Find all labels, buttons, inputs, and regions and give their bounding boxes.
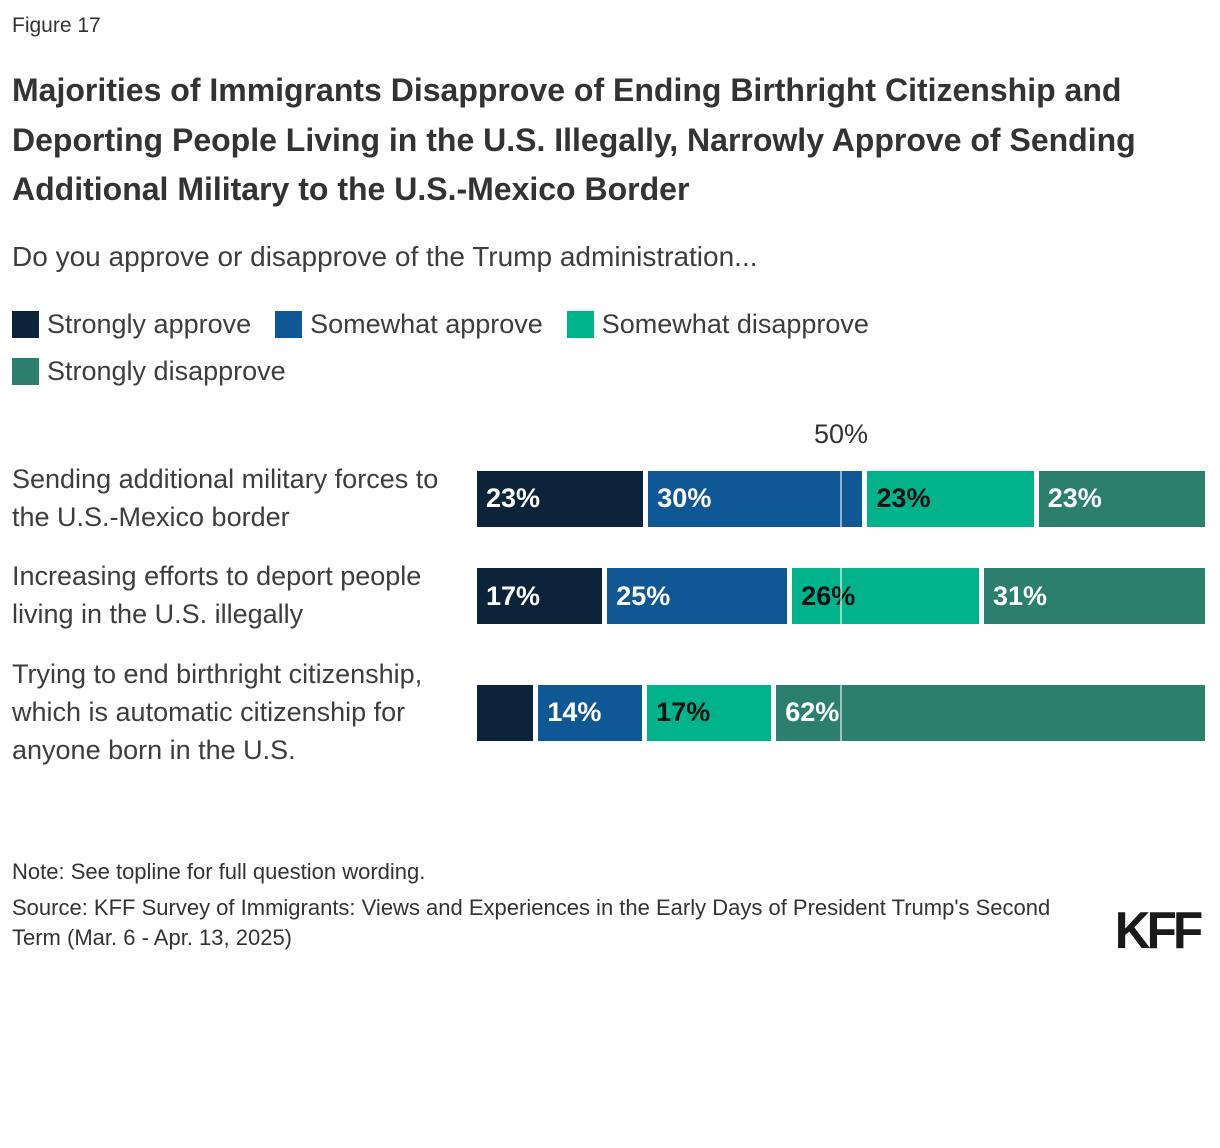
row-label: Increasing efforts to deport people livi…	[12, 561, 422, 630]
bar-value-label: 23%	[876, 483, 931, 514]
bar-segments: 17% 25% 26% 31%	[477, 568, 1205, 625]
bar-segment	[477, 684, 534, 741]
kff-logo: KFF	[1114, 901, 1203, 960]
row-bars: 17% 25% 26% 31%	[477, 568, 1205, 625]
bar-segment: 23%	[477, 470, 644, 527]
source-text: Source: KFF Survey of Immigrants: Views …	[12, 895, 1051, 951]
legend-label: Somewhat approve	[310, 308, 543, 339]
chart-subtitle: Do you approve or disapprove of the Trum…	[12, 240, 758, 272]
bar-segment: 26%	[792, 568, 979, 625]
bar-segment: 14%	[538, 684, 643, 741]
bar-value-label: 26%	[801, 580, 856, 611]
footer: Source: KFF Survey of Immigrants: Views …	[12, 893, 1205, 960]
bar-value-label: 17%	[486, 580, 541, 611]
bar-value-label: 23%	[486, 483, 541, 514]
bar-segment: 23%	[867, 470, 1034, 527]
row-bars: 14% 17% 62%	[477, 684, 1205, 741]
fifty-percent-gridline	[840, 470, 842, 527]
legend-item: Strongly disapprove	[12, 356, 286, 387]
row-label: Sending additional military forces to th…	[12, 463, 439, 532]
chart-note: Note: See topline for full question word…	[12, 859, 426, 885]
bar-segment: 62%	[776, 684, 1205, 741]
legend-swatch-icon	[12, 310, 39, 338]
chart-row: Trying to end birthright citizenship, wh…	[12, 656, 1205, 769]
legend-label: Strongly disapprove	[47, 355, 286, 386]
legend-swatch-icon	[275, 310, 303, 338]
legend-swatch-icon	[566, 310, 594, 338]
legend: Strongly approve Somewhat approve Somewhat…	[12, 309, 1112, 387]
figure-label: Figure 17	[12, 14, 101, 37]
chart-row: Sending additional military forces to th…	[12, 461, 1205, 537]
bar-value-label: 30%	[657, 483, 712, 514]
bar-segment: 17%	[477, 568, 603, 625]
bar-segment: 17%	[647, 684, 772, 741]
fifty-percent-gridline	[840, 684, 842, 741]
bar-value-label: 17%	[656, 697, 711, 728]
bar-segments: 14% 17% 62%	[477, 684, 1205, 741]
legend-item: Strongly approve	[12, 309, 251, 340]
stacked-bar-chart: 50% Sending additional military forces to…	[12, 419, 1205, 770]
legend-item: Somewhat disapprove	[566, 308, 869, 340]
legend-label: Strongly approve	[47, 308, 252, 339]
legend-item: Somewhat approve	[275, 309, 543, 340]
fifty-percent-gridline	[840, 568, 842, 625]
bar-value-label: 31%	[993, 580, 1048, 611]
chart-title: Majorities of Immigrants Disapprove of E…	[12, 72, 1136, 208]
row-bars: 23% 30% 23% 23%	[477, 470, 1205, 527]
legend-swatch-icon	[12, 357, 39, 385]
row-label: Trying to end birthright citizenship, wh…	[12, 658, 423, 765]
bar-segment: 25%	[607, 568, 788, 625]
gridline-label: 50%	[813, 418, 869, 449]
bar-value-label: 62%	[785, 697, 840, 728]
bar-value-label: 14%	[547, 697, 602, 728]
legend-label: Somewhat disapprove	[601, 308, 869, 339]
bar-value-label: 23%	[1047, 483, 1102, 514]
bar-segment: 23%	[1038, 470, 1205, 527]
chart-row: Increasing efforts to deport people livi…	[12, 558, 1205, 634]
bar-segment: 30%	[648, 470, 863, 527]
bar-segment: 31%	[984, 568, 1205, 625]
bar-value-label: 25%	[616, 580, 671, 611]
bar-segments: 23% 30% 23% 23%	[477, 470, 1205, 527]
